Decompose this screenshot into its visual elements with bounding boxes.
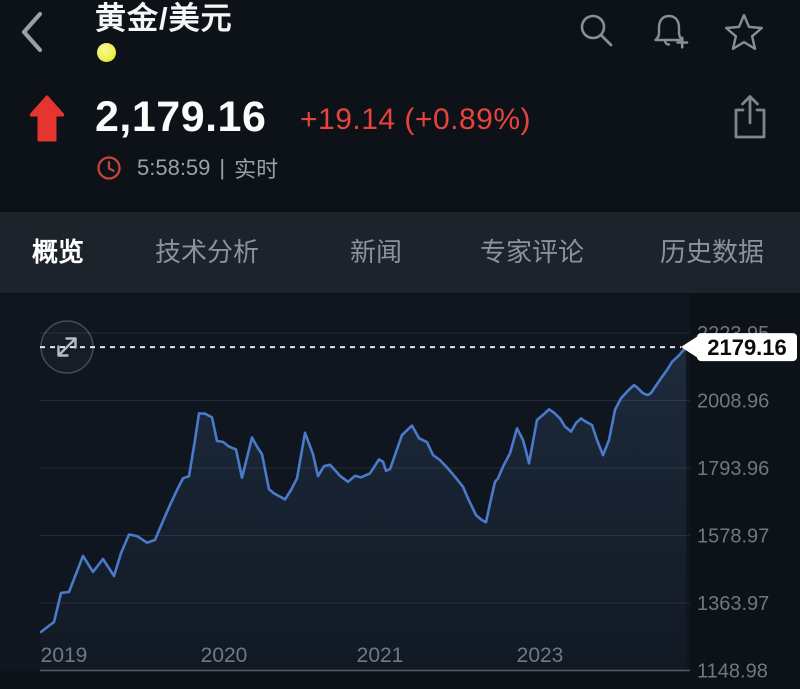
clock-icon bbox=[96, 155, 122, 181]
y-axis-label: 1578.97 bbox=[697, 526, 769, 548]
share-icon bbox=[734, 95, 766, 139]
quote-status: 实时 bbox=[234, 157, 279, 182]
quote-time: 5:58:59 bbox=[137, 155, 211, 180]
time-divider: | bbox=[219, 155, 226, 180]
tab-news[interactable]: 新闻 bbox=[350, 237, 403, 267]
search-icon bbox=[580, 14, 613, 47]
y-axis-label: 2008.96 bbox=[697, 391, 769, 413]
expand-chart-button[interactable] bbox=[40, 320, 94, 374]
bell-plus-icon bbox=[654, 14, 689, 49]
price-up-arrow-icon bbox=[29, 95, 65, 148]
y-axis-label: 1363.97 bbox=[697, 593, 769, 615]
y-axis-label: 1793.96 bbox=[697, 458, 769, 480]
alert-add-button[interactable] bbox=[650, 9, 692, 56]
price-area-fill bbox=[41, 347, 686, 671]
search-button[interactable] bbox=[578, 12, 616, 55]
expand-arrows-icon bbox=[57, 337, 77, 357]
tab-expert-comment[interactable]: 专家评论 bbox=[480, 237, 585, 267]
chevron-left-icon bbox=[21, 11, 43, 53]
quote-time-row: 5:58:59 | 实时 bbox=[96, 152, 278, 184]
share-button[interactable] bbox=[731, 92, 769, 147]
y-axis-label: 1148.98 bbox=[697, 661, 768, 683]
favorite-button[interactable] bbox=[724, 12, 764, 57]
last-price-flag-value: 2179.16 bbox=[707, 335, 787, 360]
last-price: 2,179.16 bbox=[95, 93, 267, 141]
tab-history-data[interactable]: 历史数据 bbox=[660, 237, 765, 267]
last-price-flag: 2179.16 bbox=[681, 333, 797, 362]
star-icon bbox=[725, 13, 763, 51]
price-change: +19.14 (+0.89%) bbox=[300, 103, 531, 136]
page-title: 黄金/美元 bbox=[95, 1, 233, 36]
tab-technical[interactable]: 技术分析 bbox=[155, 237, 260, 267]
price-line bbox=[39, 345, 688, 634]
market-status-dot bbox=[97, 43, 116, 62]
tab-overview[interactable]: 概览 bbox=[32, 237, 85, 267]
tab-bar: 概览 技术分析 新闻 专家评论 历史数据 bbox=[0, 212, 800, 293]
price-chart[interactable]: 2223.952008.961793.961578.971363.971148.… bbox=[0, 295, 800, 689]
back-button[interactable] bbox=[18, 8, 48, 56]
